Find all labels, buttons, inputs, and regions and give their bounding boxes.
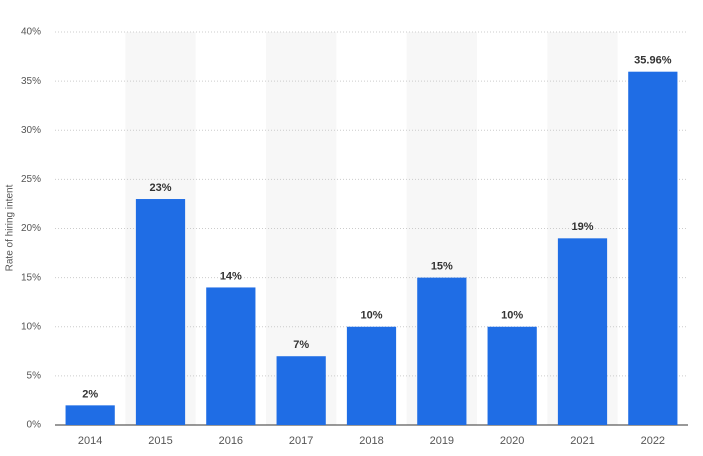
value-label: 2% — [82, 388, 98, 400]
value-label: 10% — [501, 310, 523, 322]
y-tick-label: 40% — [21, 27, 41, 38]
value-label: 10% — [360, 310, 382, 322]
x-tick-label: 2014 — [78, 435, 102, 447]
value-label: 19% — [571, 221, 593, 233]
x-tick-label: 2019 — [430, 435, 454, 447]
bar — [65, 405, 115, 425]
value-label: 23% — [149, 182, 171, 194]
x-tick-label: 2017 — [289, 435, 313, 447]
y-tick-label: 5% — [27, 371, 42, 382]
bar — [135, 199, 186, 425]
bar — [276, 356, 326, 425]
y-tick-label: 15% — [21, 272, 41, 283]
x-tick-label: 2015 — [148, 435, 172, 447]
x-tick-label: 2020 — [500, 435, 524, 447]
y-tick-label: 30% — [21, 125, 41, 136]
bar — [628, 71, 678, 426]
bar — [206, 287, 256, 425]
x-tick-label: 2021 — [570, 435, 594, 447]
y-axis-label: Rate of hiring intent — [5, 184, 16, 271]
y-tick-label: 0% — [27, 420, 42, 431]
x-tick-label: 2018 — [359, 435, 383, 447]
value-label: 15% — [431, 261, 453, 273]
value-label: 7% — [293, 339, 309, 351]
x-tick-label: 2016 — [219, 435, 243, 447]
y-tick-label: 25% — [21, 174, 41, 185]
y-tick-label: 10% — [21, 321, 41, 332]
y-tick-label: 20% — [21, 223, 41, 234]
value-label: 35.96% — [634, 55, 672, 67]
bar — [557, 238, 608, 425]
value-label: 14% — [220, 270, 242, 282]
y-tick-label: 35% — [21, 76, 41, 87]
bar — [487, 326, 537, 425]
bar — [346, 326, 397, 425]
x-tick-label: 2022 — [641, 435, 665, 447]
bar — [417, 277, 467, 425]
